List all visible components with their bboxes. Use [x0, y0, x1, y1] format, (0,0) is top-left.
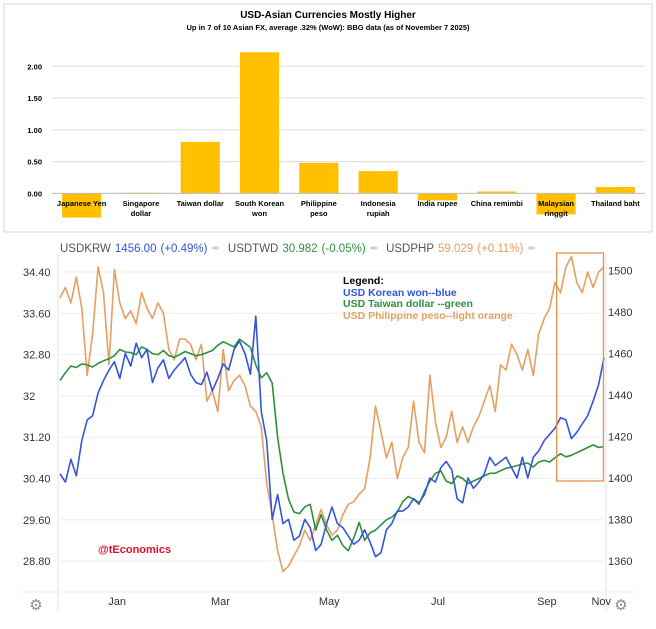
bar-y-tick-label: 1.50 — [27, 94, 42, 103]
bar-category-label: rupiah — [367, 209, 390, 218]
legend-item-php: USD Philippine peso--light orange — [343, 309, 513, 322]
bar-chart-title: USD-Asian Currencies Mostly Higher — [240, 10, 416, 21]
bar-chart: USD-Asian Currencies Mostly Higher Up in … — [3, 3, 653, 233]
right-y-tick-label: 1380 — [608, 514, 632, 526]
bar-y-tick-label: 1.00 — [27, 126, 42, 135]
quote-krw-change: (+0.49%) — [160, 243, 208, 255]
bar-7 — [417, 193, 458, 201]
bar-category-label: won — [251, 209, 267, 218]
right-y-tick-label: 1400 — [608, 473, 632, 485]
line-chart-panel: USDKRW 1456.00 (+0.49%) ✒ USDTWD 30.982 (-0.0… — [0, 236, 656, 629]
bar-1 — [62, 193, 102, 218]
quote-twd-change: (-0.05%) — [321, 243, 366, 255]
bar-category-label: Philippine — [301, 199, 337, 208]
left-y-tick-label: 29.60 — [23, 515, 51, 527]
bar-chart-subtitle: Up in 7 of 10 Asian FX, average .32% (Wo… — [187, 23, 470, 32]
right-y-tick-label: 1360 — [608, 556, 632, 568]
pin-icon[interactable]: ✒ — [369, 243, 379, 255]
quote-php-symbol: USDPHP — [386, 243, 435, 255]
x-tick-label: Mar — [211, 596, 230, 608]
series-line-usdtwd — [59, 338, 605, 552]
right-y-tick-label: 1440 — [608, 390, 632, 402]
quote-php-value: 59.029 — [438, 243, 474, 255]
bar-chart-panel: USD-Asian Currencies Mostly Higher Up in … — [0, 0, 656, 235]
bar-category-label: India rupee — [417, 199, 457, 208]
bar-10 — [595, 187, 635, 194]
bar-category-label: South Korean — [235, 199, 285, 208]
quote-header: USDKRW 1456.00 (+0.49%) ✒ USDTWD 30.982 (-0.0… — [60, 242, 541, 255]
quote-krw-value: 1456.00 — [114, 243, 157, 255]
left-y-tick-label: 33.60 — [23, 308, 51, 320]
x-tick-label: Sep — [537, 596, 557, 608]
right-y-tick-label: 1480 — [608, 307, 632, 319]
highlight-box — [556, 252, 605, 482]
left-y-tick-label: 28.80 — [23, 556, 51, 568]
bar-9 — [536, 193, 576, 215]
bar-category-label: peso — [310, 209, 328, 218]
settings-gear-icon-right[interactable]: ⚙ — [614, 597, 628, 614]
quote-php-change: (+0.11%) — [477, 243, 524, 255]
bar-y-tick-label: 2.00 — [27, 62, 42, 71]
series-line-usdkrw — [59, 315, 605, 558]
right-y-tick-label: 1460 — [608, 349, 632, 361]
bar-category-label: Indonesia — [361, 199, 397, 208]
quote-twd-symbol: USDTWD — [227, 243, 279, 255]
x-tick-label: May — [319, 596, 340, 608]
bar-4 — [239, 52, 280, 194]
bar-6 — [358, 171, 398, 194]
legend-item-twd: USD Taiwan dollar --green — [343, 298, 473, 310]
quote-krw-symbol: USDKRW — [60, 243, 111, 255]
x-tick-label: Jan — [108, 596, 126, 608]
left-y-tick-label: 30.40 — [23, 473, 51, 485]
bar-5 — [299, 162, 339, 194]
left-y-tick-label: 32.80 — [23, 350, 51, 362]
legend: Legend: USD Korean won--blue USD Taiwan … — [343, 275, 513, 322]
line-chart: 34.40 33.60 32.80 32 31.20 30.40 29.60 28.80 150… — [20, 252, 636, 611]
bar-category-label: dollar — [131, 209, 152, 218]
bar-category-label: Malaysian — [538, 199, 574, 208]
source-handle: @tEconomics — [98, 544, 172, 556]
left-y-tick-label: 34.40 — [23, 267, 51, 279]
bar-8 — [477, 191, 517, 194]
x-tick-label: Nov — [591, 596, 611, 608]
right-y-tick-label: 1500 — [608, 266, 632, 278]
bar-y-tick-label: 0.00 — [27, 189, 42, 198]
bar-category-label: Singapore — [123, 199, 160, 208]
legend-title: Legend: — [343, 275, 384, 287]
left-y-tick-label: 32 — [23, 391, 35, 403]
bar-y-tick-label: 0.50 — [27, 158, 42, 167]
x-tick-label: Jul — [431, 596, 445, 608]
right-y-tick-label: 1420 — [608, 431, 632, 443]
bar-3 — [180, 141, 220, 194]
pin-icon[interactable]: ✒ — [211, 243, 221, 255]
settings-gear-icon-left[interactable]: ⚙ — [29, 597, 43, 614]
bar-category-label: China remimbi — [471, 199, 523, 208]
series-line-usdphp — [59, 255, 605, 573]
bar-category-label: Taiwan dollar — [177, 199, 224, 208]
pin-icon[interactable]: ✒ — [527, 243, 537, 255]
quote-twd-value: 30.982 — [282, 243, 318, 255]
bar-category-label: ringgit — [544, 209, 568, 218]
left-y-tick-label: 31.20 — [23, 432, 51, 444]
bar-category-label: Thailand baht — [591, 199, 640, 208]
bar-category-label: Japanese Yen — [57, 199, 107, 208]
legend-item-krw: USD Korean won--blue — [343, 286, 457, 299]
